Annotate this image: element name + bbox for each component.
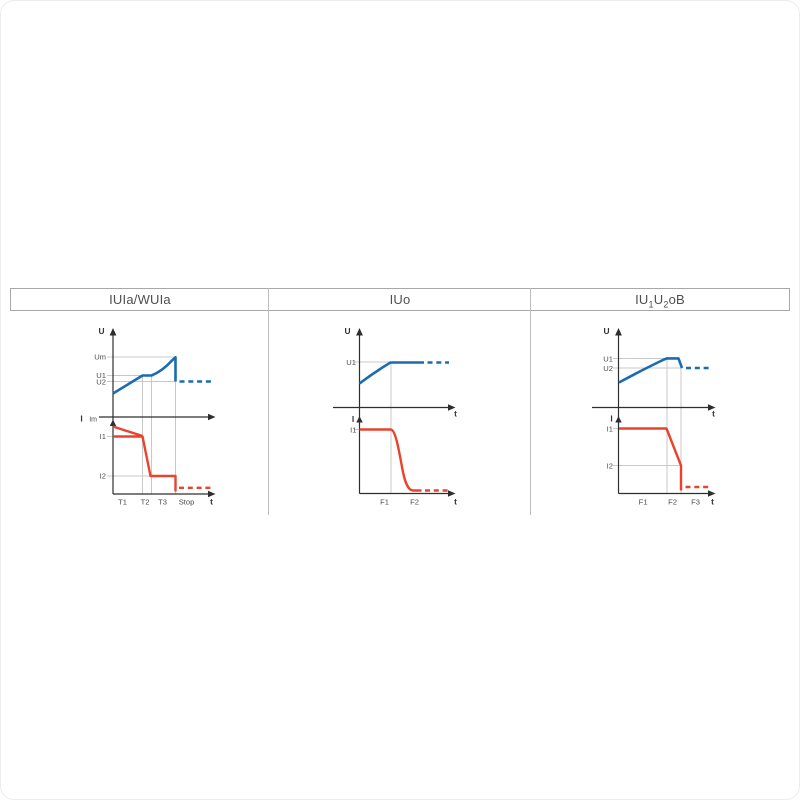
header-title-label: IUIa/WUIa — [109, 292, 171, 307]
gridlines — [107, 356, 177, 494]
header-title-iuo: IUo — [269, 289, 531, 310]
column-divider — [530, 288, 531, 515]
i-axis-arrow-icon — [356, 416, 363, 423]
tick-f2: F2 — [410, 498, 419, 507]
t-axis-label: t — [210, 497, 213, 507]
i1-level-label: I1 — [350, 425, 356, 434]
u-axis-label: U — [344, 326, 350, 336]
current-curve — [112, 425, 213, 492]
u-axis-label: U — [98, 326, 104, 336]
voltage-curve — [618, 357, 711, 384]
tick-stop: Stop — [179, 498, 195, 507]
header-title-iuia-wuia: IUIa/WUIa — [11, 289, 269, 310]
i-axis-arrow-icon — [615, 416, 622, 423]
t-axis-label: t — [711, 497, 714, 507]
axes — [333, 328, 456, 497]
i2-level-label: I2 — [100, 472, 106, 481]
chart-panel-iuia-wuia: U Um U1 U2 I Im I1 I2 T1 T2 T3 Stop t — [80, 326, 216, 507]
t-axis-arrow-icon — [708, 404, 716, 411]
header-title-label: IU1U2oB — [635, 292, 685, 310]
i-axis-label: I — [352, 414, 354, 424]
u1-level-label: U1 — [603, 355, 613, 364]
tick-f1: F1 — [380, 498, 389, 507]
current-curve — [619, 427, 711, 491]
im-level-label: Im — [89, 417, 97, 424]
chart-panel-iuo: U U1 t I I1 F1 F2 t — [333, 326, 457, 507]
u2-level-label: U2 — [96, 378, 106, 387]
i-axis-label: I — [80, 414, 82, 424]
t-axis-arrow-icon — [208, 490, 216, 498]
tick-t1: T1 — [118, 498, 127, 507]
chart-panel-iu1u2ob: U U1 U2 t I I1 I2 F1 F2 F3 t — [592, 326, 716, 507]
curve-type-header: IUIa/WUIa IUo IU1U2oB — [10, 288, 790, 311]
tick-f2: F2 — [668, 498, 677, 507]
u1-level-label: U1 — [96, 371, 106, 380]
current-curve — [359, 428, 449, 492]
gridlines — [354, 361, 392, 494]
t-axis-label-top: t — [454, 409, 457, 419]
tick-t3: T3 — [158, 498, 167, 507]
column-divider — [268, 288, 269, 515]
tick-f1: F1 — [639, 498, 648, 507]
t-axis-arrow-icon — [208, 413, 216, 421]
voltage-curve — [358, 361, 449, 385]
i1-level-label: I1 — [100, 432, 106, 441]
header-title-iu1u2ob: IU1U2oB — [531, 289, 789, 310]
voltage-curve — [112, 356, 213, 395]
i1-level-label: I1 — [607, 424, 613, 433]
i-axis-label: I — [610, 414, 612, 424]
t-axis-label-top: t — [712, 409, 715, 419]
t-axis-label: t — [454, 497, 457, 507]
axes — [99, 328, 216, 498]
tick-t2: T2 — [141, 498, 150, 507]
i-axis-arrow-icon — [109, 419, 117, 426]
i2-level-label: I2 — [607, 461, 613, 470]
tick-f3: F3 — [691, 498, 700, 507]
u-axis-arrow-icon — [615, 328, 622, 336]
um-level-label: Um — [94, 353, 106, 362]
u2-level-label: U2 — [603, 364, 613, 373]
t-axis-arrow-icon — [708, 490, 716, 497]
axes — [592, 328, 716, 497]
header-title-label: IUo — [389, 292, 411, 307]
u-axis-arrow-icon — [109, 328, 117, 336]
u-axis-label: U — [603, 326, 609, 336]
u1-level-label: U1 — [346, 358, 356, 367]
t-axis-arrow-icon — [448, 490, 456, 497]
u-axis-arrow-icon — [356, 328, 363, 336]
t-axis-arrow-icon — [448, 404, 456, 411]
